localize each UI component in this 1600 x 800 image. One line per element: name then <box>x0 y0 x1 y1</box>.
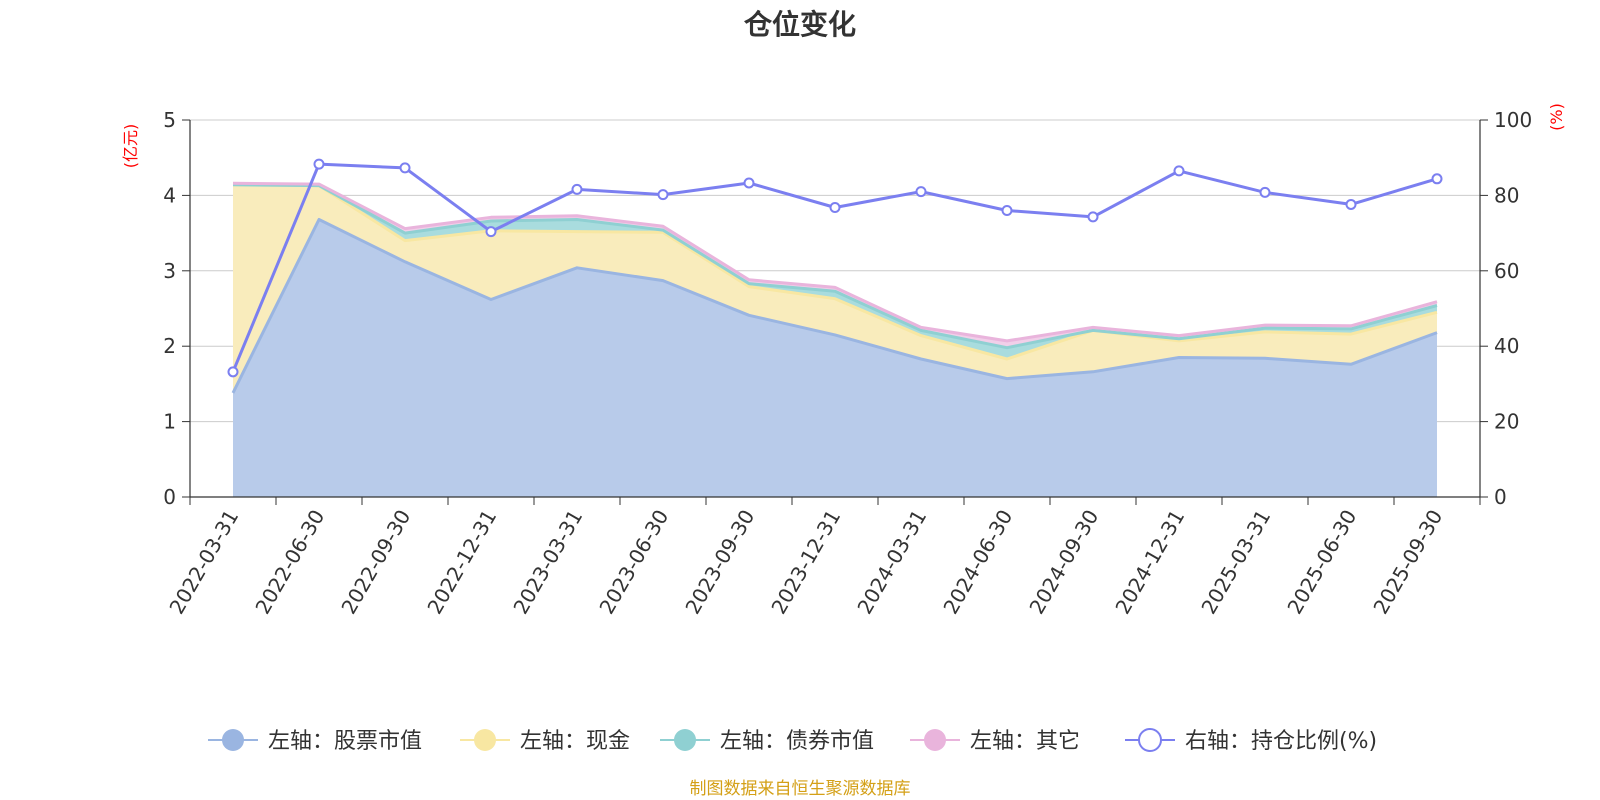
legend-marker <box>674 729 696 751</box>
legend-item[interactable]: 左轴：其它 <box>910 729 1080 754</box>
left-axis-tick-label: 0 <box>163 485 176 509</box>
area-band <box>233 184 1437 359</box>
legend-item[interactable]: 左轴：债券市值 <box>660 729 874 754</box>
legend-item[interactable]: 左轴：现金 <box>460 729 630 754</box>
chart-title: 仓位变化 <box>744 8 856 41</box>
legend-label: 左轴：股票市值 <box>268 729 422 754</box>
x-axis-label: 2024-03-31 <box>852 506 931 619</box>
legend-marker <box>222 729 244 751</box>
ratio-point <box>1431 173 1443 185</box>
x-axis-label: 2022-12-31 <box>422 506 501 619</box>
right-axis-tick-label: 40 <box>1494 334 1519 358</box>
legend-item[interactable]: 左轴：股票市值 <box>208 729 422 754</box>
ratio-point <box>313 158 325 170</box>
right-axis-tick-label: 80 <box>1494 183 1519 207</box>
right-axis-tick-label: 60 <box>1494 259 1519 283</box>
right-axis-tick-label: 100 <box>1494 108 1532 132</box>
position-ratio-line <box>227 158 1443 378</box>
ratio-point <box>1259 186 1271 198</box>
area-top-line <box>231 218 1438 394</box>
area-band <box>233 219 1437 497</box>
legend-label: 左轴：债券市值 <box>720 729 874 754</box>
area-top-line <box>232 183 1438 350</box>
right-axis-tick-label: 20 <box>1494 410 1519 434</box>
left-axis-tick-label: 3 <box>163 259 176 283</box>
legend-item[interactable]: 右轴：持仓比例(%) <box>1125 728 1377 754</box>
left-axis-tick-label: 4 <box>163 183 176 207</box>
ratio-point <box>227 366 239 378</box>
ratio-point <box>915 186 927 198</box>
x-axis-label: 2024-06-30 <box>938 506 1017 619</box>
stacked-areas <box>231 181 1438 497</box>
x-axis-label: 2024-12-31 <box>1110 506 1189 619</box>
ratio-point <box>829 201 841 213</box>
x-axis-label: 2025-06-30 <box>1282 506 1361 619</box>
ratio-point <box>399 162 411 174</box>
x-axis-label: 2022-03-31 <box>164 506 243 619</box>
ratio-point <box>485 226 497 238</box>
legend-label: 左轴：现金 <box>520 729 630 754</box>
data-source-note: 制图数据来自恒生聚源数据库 <box>690 779 911 799</box>
right-axis-tick-label: 0 <box>1494 485 1507 509</box>
legend-marker <box>1138 728 1162 752</box>
x-axis-label: 2023-12-31 <box>766 506 845 619</box>
legend-marker <box>924 729 946 751</box>
ratio-point <box>1173 165 1185 177</box>
x-axis-label: 2022-09-30 <box>336 506 415 619</box>
ratio-point <box>657 189 669 201</box>
ratio-point <box>571 183 583 195</box>
ratio-point <box>1345 198 1357 210</box>
area-band <box>233 184 1437 393</box>
x-axis-label: 2023-06-30 <box>594 506 673 619</box>
left-axis-tick-label: 2 <box>163 334 176 358</box>
left-axis-tick-label: 1 <box>163 410 176 434</box>
x-axis-label: 2022-06-30 <box>250 506 329 619</box>
ratio-point <box>1001 204 1013 216</box>
x-axis-label: 2024-09-30 <box>1024 506 1103 619</box>
x-axis-label: 2025-09-30 <box>1368 506 1447 619</box>
legend[interactable]: 左轴：股票市值 左轴：现金 左轴：债券市值 左轴：其它 右轴：持仓比例(%) <box>208 728 1377 754</box>
left-axis-unit: (亿元) <box>121 124 140 169</box>
ratio-point <box>1087 211 1099 223</box>
legend-label: 右轴：持仓比例(%) <box>1185 729 1377 754</box>
ratio-point <box>743 177 755 189</box>
area-top-line <box>232 181 1438 343</box>
legend-label: 左轴：其它 <box>970 729 1080 754</box>
x-axis-label: 2023-09-30 <box>680 506 759 619</box>
legend-marker <box>474 729 496 751</box>
area-top-line <box>232 183 1438 361</box>
right-axis-unit: (%) <box>1547 103 1566 131</box>
left-axis-tick-label: 5 <box>163 108 176 132</box>
x-axis-label: 2025-03-31 <box>1196 506 1275 619</box>
x-axis-label: 2023-03-31 <box>508 506 587 619</box>
